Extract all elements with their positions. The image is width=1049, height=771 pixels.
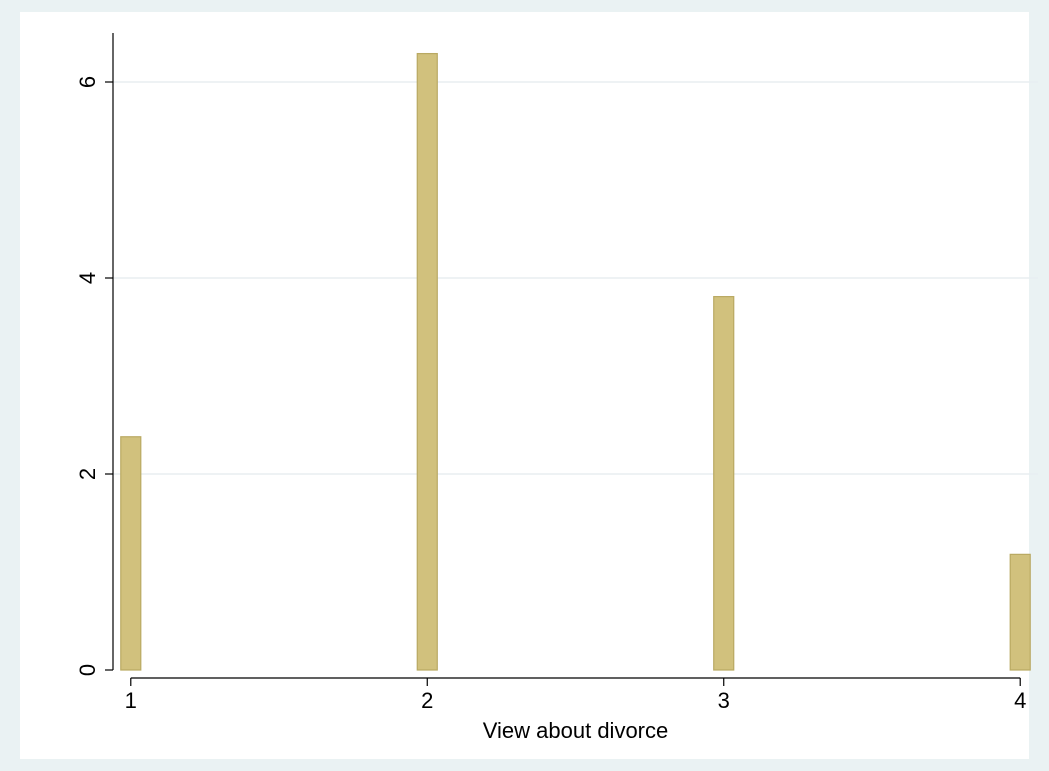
grid-lines [113, 81, 1038, 475]
x-axis-title: View about divorce [483, 718, 669, 743]
bars [120, 52, 1031, 671]
axes [112, 33, 1021, 679]
y-tick-label-4: 4 [75, 272, 100, 284]
y-tick-label-6: 6 [75, 76, 100, 88]
bar-2 [416, 52, 438, 671]
bar-1 [120, 436, 142, 671]
bar-4 [1009, 553, 1031, 671]
x-tick-label-2: 2 [421, 688, 433, 713]
x-tick-label-4: 4 [1014, 688, 1026, 713]
y-tick-label-2: 2 [75, 468, 100, 480]
x-tick-label-3: 3 [718, 688, 730, 713]
plot-area [20, 12, 1029, 759]
x-axis-ticks: 1 2 3 4 [125, 678, 1026, 713]
y-axis-ticks: 0 2 4 6 [75, 76, 113, 676]
y-tick-label-0: 0 [75, 664, 100, 676]
bar-3 [713, 296, 735, 671]
x-tick-label-1: 1 [125, 688, 137, 713]
